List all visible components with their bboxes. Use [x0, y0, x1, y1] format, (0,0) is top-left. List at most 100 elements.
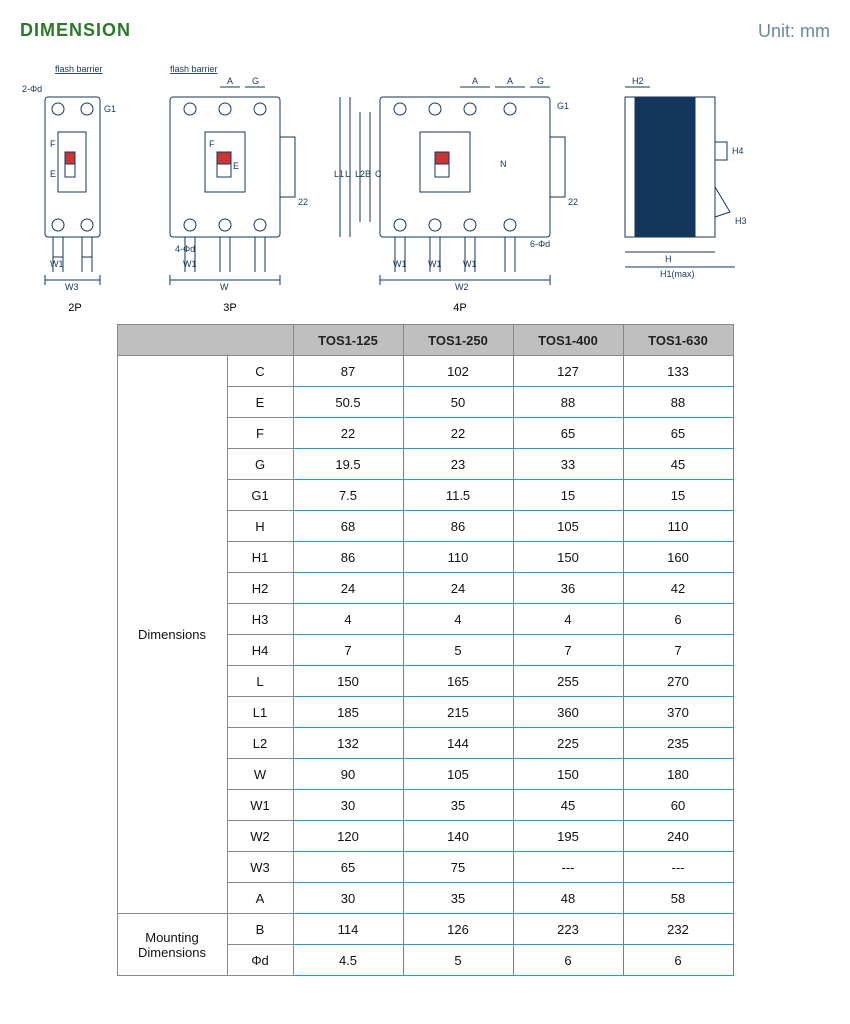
- dimension-table: TOS1-125 TOS1-250 TOS1-400 TOS1-630 Dime…: [117, 324, 734, 976]
- param-key: L1: [227, 697, 293, 728]
- param-value: 45: [513, 790, 623, 821]
- param-value: 110: [403, 542, 513, 573]
- param-value: 22: [403, 418, 513, 449]
- param-value: 225: [513, 728, 623, 759]
- param-value: 50: [403, 387, 513, 418]
- svg-text:W1: W1: [428, 259, 442, 269]
- param-value: 7.5: [293, 480, 403, 511]
- param-value: 150: [513, 542, 623, 573]
- svg-text:C: C: [375, 169, 382, 179]
- param-value: 150: [513, 759, 623, 790]
- param-value: 60: [623, 790, 733, 821]
- svg-text:H3: H3: [735, 216, 747, 226]
- param-value: 165: [403, 666, 513, 697]
- param-value: 235: [623, 728, 733, 759]
- param-value: 86: [293, 542, 403, 573]
- param-value: 4: [403, 604, 513, 635]
- param-key: H1: [227, 542, 293, 573]
- svg-text:G: G: [537, 76, 544, 86]
- header-col: TOS1-125: [293, 325, 403, 356]
- param-value: 223: [513, 914, 623, 945]
- unit-label: Unit: mm: [20, 21, 830, 42]
- param-value: ---: [623, 852, 733, 883]
- svg-text:W3: W3: [65, 282, 79, 292]
- param-key: G1: [227, 480, 293, 511]
- svg-text:H4: H4: [732, 146, 744, 156]
- param-value: 36: [513, 573, 623, 604]
- param-value: 88: [513, 387, 623, 418]
- param-value: 270: [623, 666, 733, 697]
- svg-text:4-Φd: 4-Φd: [175, 244, 195, 254]
- svg-text:H: H: [665, 254, 672, 264]
- svg-text:L1: L1: [334, 169, 344, 179]
- diagrams-row: flash barrier 2-Φd F E G1 W1 W3 2P flash…: [20, 57, 830, 314]
- svg-text:W1: W1: [393, 259, 407, 269]
- param-value: 24: [403, 573, 513, 604]
- svg-text:E: E: [233, 161, 239, 171]
- diagram-3p: flash barrier A G F E 22 4-Φd W1 W 3P: [145, 57, 315, 314]
- svg-text:B: B: [365, 169, 371, 179]
- param-value: 33: [513, 449, 623, 480]
- param-value: ---: [513, 852, 623, 883]
- param-value: 126: [403, 914, 513, 945]
- param-value: 144: [403, 728, 513, 759]
- svg-text:H1(max): H1(max): [660, 269, 695, 279]
- param-value: 5: [403, 945, 513, 976]
- param-value: 65: [293, 852, 403, 883]
- param-value: 15: [623, 480, 733, 511]
- param-key: F: [227, 418, 293, 449]
- param-value: 215: [403, 697, 513, 728]
- param-value: 42: [623, 573, 733, 604]
- param-value: 140: [403, 821, 513, 852]
- svg-text:A: A: [472, 76, 478, 86]
- param-key: W2: [227, 821, 293, 852]
- param-value: 133: [623, 356, 733, 387]
- svg-text:W: W: [220, 282, 229, 292]
- svg-text:E: E: [50, 169, 56, 179]
- param-key: E: [227, 387, 293, 418]
- svg-text:L2: L2: [355, 169, 365, 179]
- param-value: 68: [293, 511, 403, 542]
- param-value: 185: [293, 697, 403, 728]
- section-label: Dimensions: [117, 356, 227, 914]
- param-value: 24: [293, 573, 403, 604]
- param-value: 114: [293, 914, 403, 945]
- svg-text:N: N: [500, 159, 507, 169]
- param-value: 6: [623, 604, 733, 635]
- param-value: 102: [403, 356, 513, 387]
- svg-text:G: G: [252, 76, 259, 86]
- param-value: 90: [293, 759, 403, 790]
- param-value: 88: [623, 387, 733, 418]
- svg-text:L: L: [345, 169, 350, 179]
- param-value: 86: [403, 511, 513, 542]
- param-value: 35: [403, 790, 513, 821]
- header-col: TOS1-250: [403, 325, 513, 356]
- svg-text:6-Φd: 6-Φd: [530, 239, 550, 249]
- header-blank: [117, 325, 293, 356]
- svg-text:W1: W1: [50, 259, 64, 269]
- param-value: 45: [623, 449, 733, 480]
- param-value: 22: [293, 418, 403, 449]
- param-value: 105: [403, 759, 513, 790]
- param-value: 30: [293, 883, 403, 914]
- param-key: Φd: [227, 945, 293, 976]
- param-value: 58: [623, 883, 733, 914]
- param-value: 48: [513, 883, 623, 914]
- diagram-side: H2 H4 H3 H H1(max): [605, 57, 755, 314]
- svg-text:W1: W1: [463, 259, 477, 269]
- param-value: 7: [623, 635, 733, 666]
- param-value: 6: [623, 945, 733, 976]
- param-key: H3: [227, 604, 293, 635]
- param-value: 195: [513, 821, 623, 852]
- param-value: 4.5: [293, 945, 403, 976]
- param-value: 65: [513, 418, 623, 449]
- table-row: Mounting DimensionsB114126223232: [117, 914, 733, 945]
- param-key: H2: [227, 573, 293, 604]
- param-value: 132: [293, 728, 403, 759]
- table-row: DimensionsC87102127133: [117, 356, 733, 387]
- svg-text:W2: W2: [455, 282, 469, 292]
- param-key: A: [227, 883, 293, 914]
- svg-text:2-Φd: 2-Φd: [22, 84, 42, 94]
- diagram-4p: L1 L L2 B C A A G G1 N 22 6-Φd W1 W1 W1 …: [330, 57, 590, 314]
- param-value: 120: [293, 821, 403, 852]
